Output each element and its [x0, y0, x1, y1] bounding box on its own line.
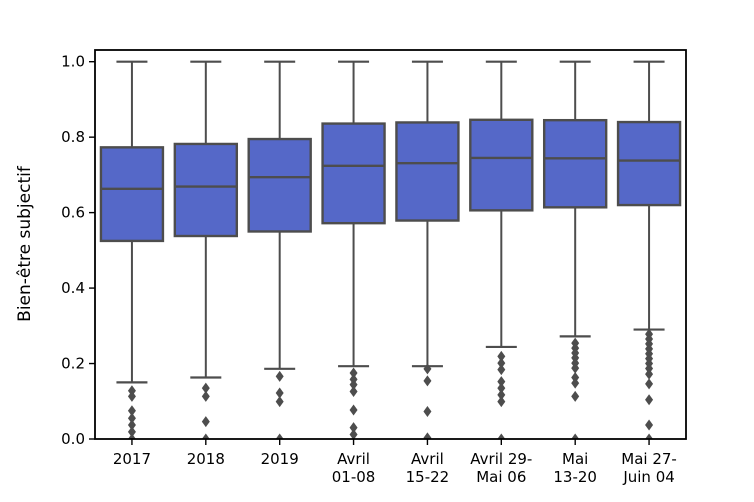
box-group	[173, 60, 239, 439]
box-group	[469, 60, 534, 439]
outlier-point	[127, 405, 136, 417]
x-tick-label: Avril 01-08	[332, 450, 376, 486]
plot-area	[99, 60, 682, 439]
box	[173, 142, 239, 238]
outlier-point	[497, 382, 506, 394]
box-group	[99, 60, 165, 439]
outlier-point	[645, 394, 654, 406]
outlier-point	[423, 432, 432, 439]
outlier-point	[571, 377, 580, 389]
x-tick-label: Avril 15-22	[406, 450, 450, 486]
outlier-point	[497, 364, 506, 376]
box	[321, 122, 386, 225]
x-tick-label: 2019	[261, 450, 299, 468]
box-group	[616, 60, 682, 439]
outlier-point	[349, 404, 358, 416]
y-tick-label: 0.0	[61, 430, 85, 448]
axis-ticks: 0.0 0.2 0.4 0.6 0.8 1.0 2017 2018 2019 Avril 01-08…	[61, 53, 677, 486]
box	[616, 120, 682, 207]
outlier-point	[497, 433, 506, 439]
outlier-point	[201, 416, 210, 428]
box	[542, 118, 608, 209]
outlier-point	[571, 362, 580, 374]
outlier-point	[127, 426, 136, 438]
y-tick-label: 0.2	[61, 355, 85, 373]
outlier-point	[497, 350, 506, 362]
x-tick-label: Avril 29-Mai 06	[470, 450, 532, 486]
box-group	[247, 60, 312, 439]
y-axis-label: Bien-être subjectif	[15, 165, 35, 322]
x-tick-label: Mai 13-20	[553, 450, 597, 486]
x-tick-label: 2017	[113, 450, 151, 468]
box	[99, 146, 165, 243]
y-tick-label: 0.4	[61, 279, 85, 297]
outlier-point	[349, 422, 358, 434]
x-tick-label: Mai 27-Juin 04	[621, 450, 677, 486]
outlier-point	[645, 433, 654, 439]
outlier-point	[571, 390, 580, 402]
box	[469, 118, 534, 212]
axes-frame	[94, 49, 687, 440]
x-tick-label: 2018	[187, 450, 225, 468]
box-group	[321, 60, 386, 439]
outlier-point	[645, 419, 654, 431]
outlier-point	[349, 379, 358, 391]
outlier-point	[645, 378, 654, 390]
outlier-point	[127, 385, 136, 397]
outlier-point	[571, 433, 580, 439]
outlier-point	[127, 390, 136, 402]
outlier-point	[275, 387, 284, 399]
outlier-point	[201, 433, 210, 439]
y-tick-label: 0.6	[61, 204, 85, 222]
outlier-point	[423, 363, 432, 375]
outlier-point	[127, 412, 136, 424]
outlier-point	[349, 367, 358, 379]
outlier-point	[645, 368, 654, 380]
outlier-point	[497, 389, 506, 401]
outlier-point	[497, 376, 506, 388]
y-tick-label: 1.0	[61, 53, 85, 71]
outlier-point	[201, 382, 210, 394]
outlier-point	[349, 385, 358, 397]
outlier-point	[127, 419, 136, 431]
outlier-point	[201, 390, 210, 402]
box	[247, 137, 312, 233]
box-group	[542, 60, 608, 439]
outlier-point	[645, 362, 654, 374]
outlier-point	[127, 433, 136, 439]
outlier-point	[275, 396, 284, 408]
outlier-point	[497, 357, 506, 369]
outlier-point	[423, 375, 432, 387]
box	[395, 121, 460, 222]
box-group	[395, 60, 460, 439]
outlier-point	[349, 428, 358, 439]
outlier-point	[497, 396, 506, 408]
y-tick-label: 0.8	[61, 128, 85, 146]
outlier-point	[423, 405, 432, 417]
outlier-point	[275, 433, 284, 439]
outlier-point	[571, 371, 580, 383]
outlier-point	[275, 370, 284, 382]
